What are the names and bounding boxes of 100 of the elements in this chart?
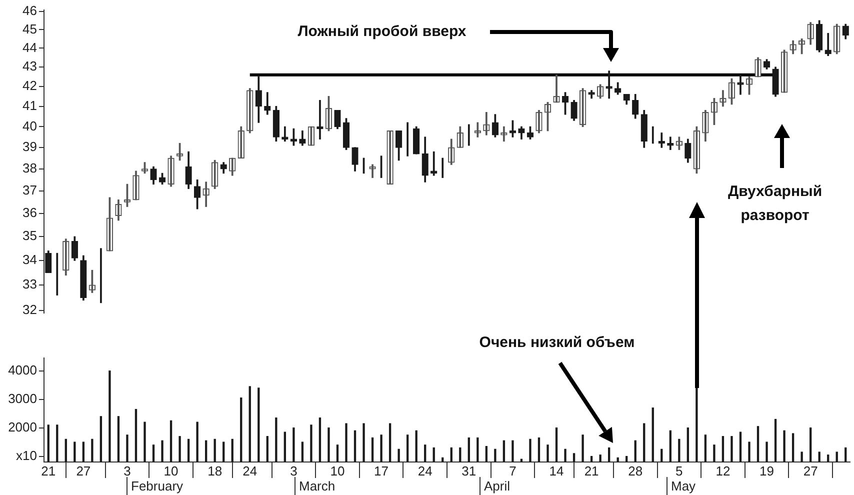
- bar: [722, 436, 724, 462]
- bar: [590, 456, 593, 462]
- y-tick-label: 35: [22, 228, 37, 244]
- bar: [406, 434, 409, 462]
- bar: [301, 442, 304, 462]
- y-tick-label: 37: [22, 182, 37, 198]
- bar: [844, 447, 847, 462]
- bar: [783, 430, 786, 462]
- bar: [800, 452, 803, 462]
- bar: [660, 448, 663, 462]
- x-tick-label: 31: [462, 463, 476, 478]
- y-tick-label: 42: [22, 78, 37, 94]
- bar: [134, 408, 138, 462]
- bar: [616, 457, 619, 462]
- bar: [643, 423, 646, 462]
- bar: [266, 436, 268, 462]
- bar: [388, 423, 392, 462]
- bar: [74, 442, 76, 462]
- x-tick-label: 24: [418, 463, 432, 478]
- bar: [196, 422, 198, 462]
- x-tick-label: 24: [242, 463, 258, 478]
- bar: [572, 453, 576, 462]
- bar: [459, 447, 462, 462]
- bar: [730, 436, 733, 462]
- bar: [275, 418, 278, 462]
- bar: [380, 434, 382, 462]
- bar: [739, 432, 742, 462]
- bar: [626, 456, 628, 462]
- bar: [126, 434, 128, 462]
- annotation: Ложный пробой вверх: [298, 23, 467, 40]
- bar: [56, 424, 58, 462]
- bar: [774, 418, 777, 462]
- bar: [546, 444, 549, 462]
- bar: [398, 448, 400, 462]
- x-tick-label: 5: [676, 463, 683, 478]
- bar: [117, 416, 120, 462]
- text: April: [484, 478, 510, 494]
- x-tick-label: 21: [584, 463, 599, 478]
- bar: [766, 442, 768, 462]
- bar: [231, 438, 234, 462]
- bar: [538, 437, 540, 462]
- bar: [336, 444, 339, 462]
- bar: [442, 457, 444, 462]
- text: March: [299, 478, 336, 494]
- y-tick-label: 40: [22, 118, 37, 134]
- bar: [248, 386, 251, 462]
- y-tick-label: 46: [22, 3, 37, 18]
- y-tick-label: 3000: [8, 390, 37, 406]
- bar: [582, 434, 584, 462]
- candlestick: [606, 70, 612, 99]
- bar: [836, 452, 838, 462]
- bar: [713, 444, 716, 462]
- bar: [809, 427, 812, 462]
- text: Очень низкий объем: [479, 334, 635, 352]
- y-tick-label: 45: [22, 21, 37, 36]
- x-tick-label: 3: [290, 463, 298, 478]
- y-tick-label: x10: [16, 448, 37, 463]
- y-tick-label: 44: [22, 40, 37, 55]
- candlestick: [737, 74, 744, 95]
- y-tick-label: 4000: [8, 362, 37, 378]
- bar: [634, 440, 636, 462]
- bar: [47, 424, 50, 462]
- x-tick-label: 27: [76, 463, 91, 478]
- bar: [222, 442, 225, 462]
- bar: [170, 420, 172, 462]
- bar: [652, 408, 654, 462]
- bar: [608, 447, 610, 462]
- bar: [494, 448, 496, 462]
- bar: [476, 437, 479, 462]
- bar: [187, 438, 190, 462]
- bar: [748, 442, 750, 462]
- bar: [328, 427, 330, 462]
- bar: [827, 454, 830, 462]
- bar: [564, 448, 566, 462]
- x-tick-label: 10: [164, 463, 178, 478]
- y-tick-label: 34: [22, 252, 37, 268]
- y-tick-label: 36: [22, 205, 37, 220]
- bar: [362, 423, 365, 462]
- bar: [512, 440, 514, 462]
- x-tick-label: 28: [628, 463, 643, 478]
- bar: [686, 427, 690, 462]
- bar: [240, 398, 242, 462]
- x-tick-label: 21: [41, 463, 56, 478]
- bar: [178, 436, 181, 462]
- bar: [64, 438, 67, 462]
- bar: [415, 430, 418, 462]
- bar: [529, 438, 532, 462]
- bar: [91, 438, 94, 462]
- bar: [204, 440, 208, 462]
- bar: [152, 444, 155, 462]
- bar: [108, 370, 111, 462]
- bar: [100, 416, 102, 462]
- bar: [756, 426, 760, 462]
- bar: [318, 418, 322, 462]
- x-tick-label: 17: [374, 463, 389, 478]
- bar: [792, 433, 794, 462]
- bar: [599, 454, 602, 462]
- y-tick-label: 39: [22, 139, 37, 154]
- bar: [704, 434, 707, 462]
- text: February: [131, 478, 184, 494]
